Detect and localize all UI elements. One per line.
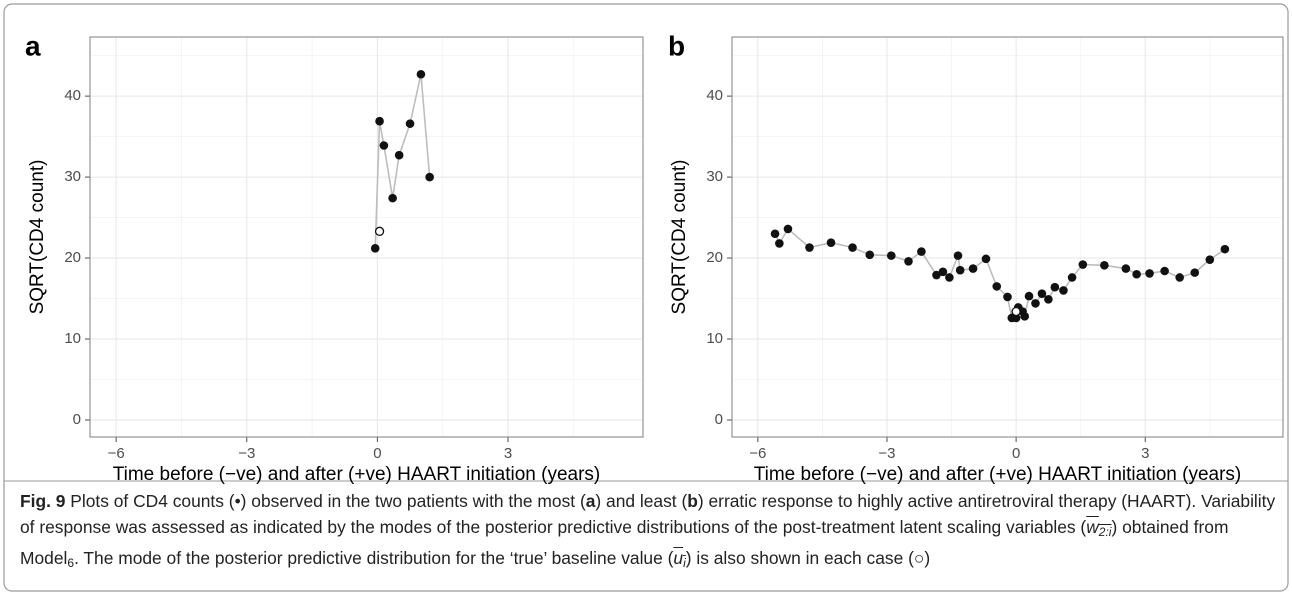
point (1003, 292, 1012, 302)
caption-run: u (673, 548, 684, 568)
panel-label: a (25, 30, 41, 61)
caption: Fig. 9 Plots of CD4 counts (•) observed … (20, 488, 1282, 576)
y-tick-label: 40 (64, 87, 81, 104)
y-tick-label: 20 (64, 249, 81, 266)
point (1160, 266, 1169, 276)
caption-run: 2:i (1098, 525, 1112, 539)
x-tick-label: −3 (238, 445, 255, 462)
caption-run: i (683, 556, 686, 570)
frame (3, 3, 1289, 592)
point (865, 250, 875, 260)
point (938, 267, 948, 277)
point (805, 243, 814, 252)
point (1145, 269, 1154, 278)
open-point (374, 226, 385, 236)
y-tick-label: 10 (64, 330, 81, 347)
point (405, 119, 415, 128)
x-tick-label: −3 (878, 445, 895, 462)
x-axis-title: Time before (−ve) and after (+ve) HAART … (113, 464, 601, 485)
point (955, 265, 965, 275)
point (1031, 299, 1040, 308)
y-tick-label: 20 (706, 249, 723, 266)
point (770, 229, 780, 239)
point (1132, 269, 1141, 279)
y-tick-label: 30 (706, 168, 723, 185)
caption-run: a (585, 491, 596, 511)
point (992, 282, 1002, 291)
x-tick-label: 0 (1012, 445, 1020, 462)
x-tick-label: 3 (504, 445, 512, 462)
point (1020, 312, 1030, 321)
point (1220, 244, 1230, 254)
y-axis-title: SQRT(CD4 count) (669, 160, 690, 315)
point (1078, 260, 1088, 269)
y-tick-label: 10 (706, 330, 723, 347)
point (388, 193, 397, 203)
point (1100, 261, 1109, 270)
caption-run: Fig. 9 (20, 491, 66, 511)
x-axis-title: Time before (−ve) and after (+ve) HAART … (754, 464, 1242, 485)
caption-run: . The mode of the posterior predictive d… (74, 548, 674, 568)
point (968, 264, 978, 273)
point (379, 141, 389, 150)
plot-border (89, 36, 644, 438)
y-axis-title: SQRT(CD4 count) (27, 160, 48, 315)
point (1059, 286, 1068, 295)
x-tick-label: −6 (749, 445, 766, 462)
x-tick-label: 0 (373, 445, 381, 462)
point (932, 270, 941, 280)
y-tick-label: 0 (715, 411, 723, 428)
point (1067, 273, 1077, 282)
caption-run: ) erratic response to highly active anti… (20, 491, 1276, 537)
point (1205, 255, 1215, 264)
point (848, 243, 857, 252)
point (886, 251, 896, 260)
point (783, 224, 793, 234)
plot-border (731, 36, 1284, 438)
panel-label: b (668, 30, 685, 61)
point (394, 150, 404, 160)
point (1050, 282, 1060, 292)
point (1190, 268, 1200, 277)
point (775, 239, 784, 248)
x-tick-label: 3 (1141, 445, 1149, 462)
y-tick-label: 0 (73, 411, 81, 428)
caption-run: Plots of CD4 counts (•) observed in the … (65, 491, 586, 511)
point (375, 116, 384, 126)
caption-run: ) is also shown in each case (○) (685, 548, 931, 568)
caption-run: ) and least ( (595, 491, 688, 511)
point (416, 69, 426, 79)
point (826, 238, 836, 247)
caption-run: 6 (67, 556, 75, 570)
caption-run: b (687, 491, 698, 511)
point (904, 256, 913, 266)
point (981, 254, 991, 264)
y-tick-label: 40 (706, 87, 723, 104)
point (370, 244, 380, 253)
y-tick-label: 30 (64, 168, 81, 185)
point (1121, 264, 1131, 273)
point (1037, 289, 1047, 298)
point (1044, 295, 1053, 304)
open-point (1011, 306, 1021, 317)
point (917, 247, 926, 256)
x-tick-label: −6 (108, 445, 125, 462)
plot-background (732, 37, 1283, 437)
caption-run: ) obtained from Model (20, 517, 1229, 568)
point (945, 273, 954, 282)
point (1175, 273, 1184, 282)
caption-run: w (1086, 517, 1099, 537)
plot-background (90, 37, 643, 437)
point (425, 172, 434, 182)
point (953, 251, 963, 260)
point (1011, 313, 1021, 323)
point (1024, 291, 1034, 301)
